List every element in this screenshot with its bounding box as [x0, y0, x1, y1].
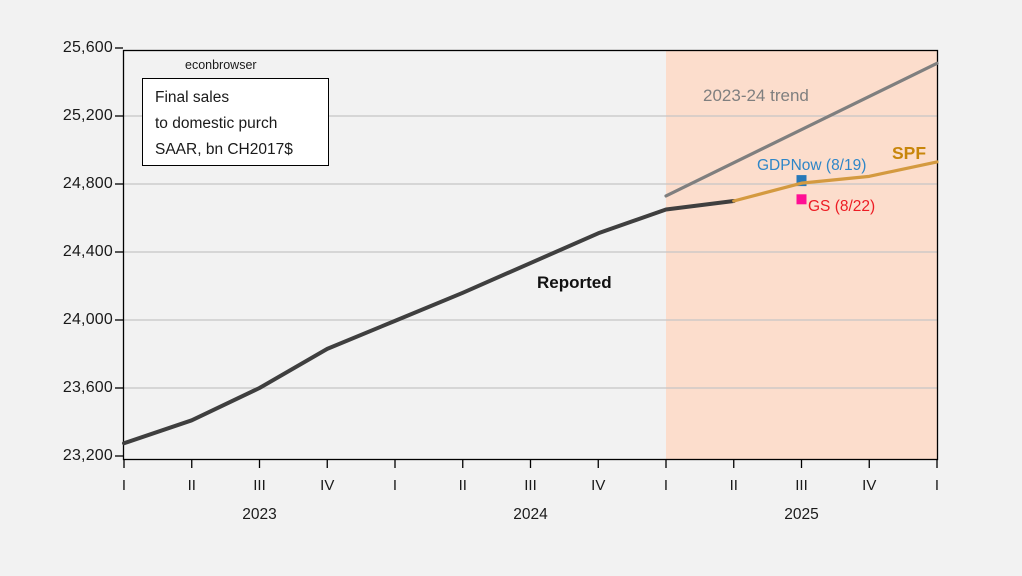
reported-line-label: Reported	[537, 273, 612, 292]
y-axis-label: 24,400	[62, 243, 113, 260]
x-axis-year-label: 2024	[513, 506, 548, 523]
x-axis-quarter-label: I	[121, 477, 127, 494]
x-axis-quarter-label: I	[392, 477, 398, 494]
axis-title-line-1: Final sales	[155, 89, 230, 106]
y-axis-label: 25,600	[62, 39, 113, 56]
gs-marker	[796, 194, 807, 205]
x-axis-quarter-label: IV	[591, 477, 606, 494]
y-axis-label: 25,200	[62, 107, 113, 124]
forecast-shade-region	[666, 51, 938, 459]
gs-marker-label: GS (8/22)	[808, 198, 876, 215]
trend-line-label: 2023-24 trend	[703, 86, 809, 105]
x-axis-quarter-label: II	[187, 477, 196, 494]
watermark-econbrowser: econbrowser	[185, 58, 257, 72]
y-axis-label: 23,200	[62, 447, 113, 464]
x-axis-quarter-label: II	[458, 477, 467, 494]
x-axis-year-label: 2023	[242, 506, 277, 523]
x-axis-year-label: 2025	[784, 506, 819, 523]
x-axis-quarter-label: II	[729, 477, 738, 494]
x-axis-quarter-label: III	[795, 477, 808, 494]
axis-title-box: Final sales to domestic purch SAAR, bn C…	[142, 78, 329, 166]
y-axis-label: 23,600	[62, 379, 113, 396]
axis-title-line-3: SAAR, bn CH2017$	[155, 141, 293, 158]
x-axis-quarter-label: IV	[862, 477, 877, 494]
x-axis-quarter-label: IV	[320, 477, 335, 494]
gdpnow-marker	[796, 175, 807, 187]
x-axis-quarter-label: III	[253, 477, 266, 494]
plot-frame	[122, 49, 939, 461]
spf-line	[732, 160, 939, 203]
x-axis-quarter-label: I	[663, 477, 669, 494]
trend-line	[664, 61, 939, 198]
y-axis-label: 24,800	[62, 175, 113, 192]
x-axis-quarter-label: I	[934, 477, 940, 494]
x-axis-quarter-label: III	[524, 477, 537, 494]
spf-line-label: SPF	[892, 143, 927, 163]
reported-line	[122, 199, 736, 446]
y-axis-label: 24,000	[62, 311, 113, 328]
gdpnow-marker-label: GDPNow (8/19)	[757, 157, 867, 174]
axis-title-line-2: to domestic purch	[155, 115, 278, 132]
